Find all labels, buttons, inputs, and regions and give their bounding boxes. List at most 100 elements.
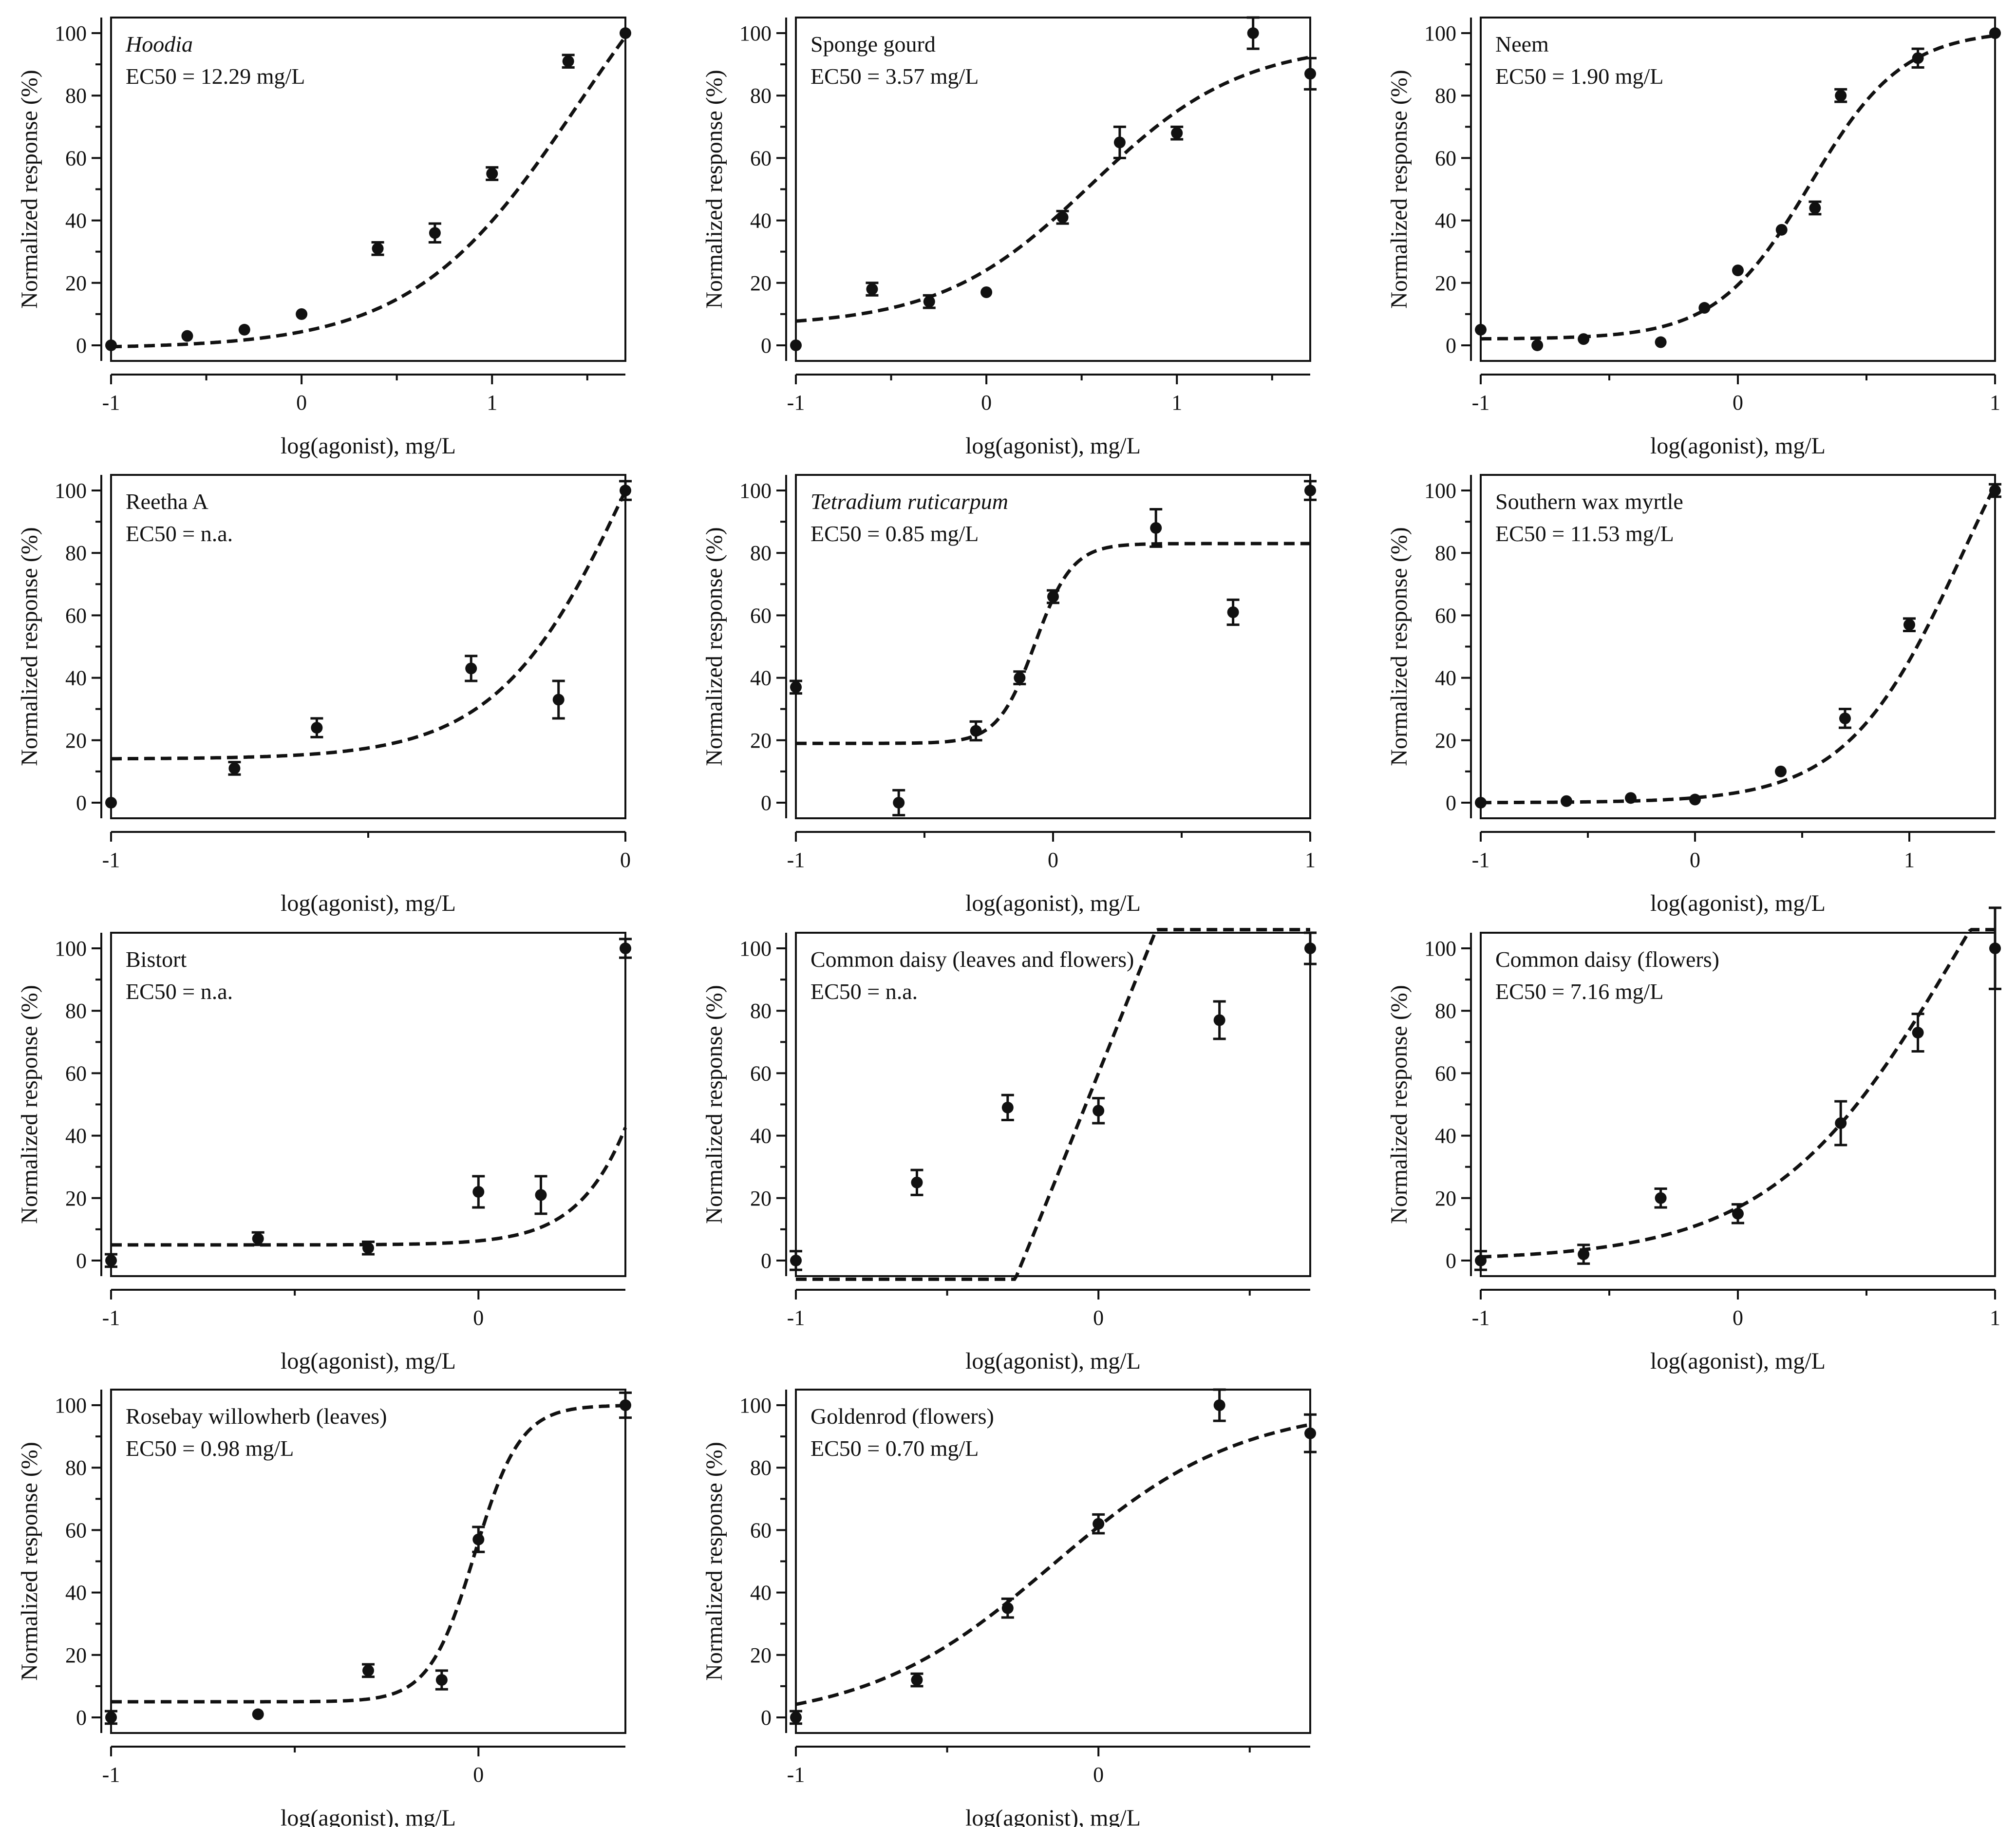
x-tick-label: 1 <box>487 391 497 414</box>
y-tick-label: 60 <box>750 146 772 170</box>
fit-curve <box>796 928 1310 1281</box>
data-point-6 <box>1839 712 1851 724</box>
y-tick-label: 80 <box>750 999 772 1023</box>
y-tick-label: 0 <box>761 1706 772 1730</box>
data-point-8 <box>562 55 574 67</box>
y-tick-label: 60 <box>1435 603 1456 627</box>
y-tick-label: 40 <box>1435 666 1456 690</box>
data-point-1 <box>790 1711 802 1723</box>
y-tick-label: 40 <box>750 209 772 233</box>
y-tick-label: 60 <box>750 1518 772 1542</box>
data-point-5 <box>1213 1014 1225 1026</box>
x-tick-label: -1 <box>102 1763 120 1787</box>
data-point-10 <box>1912 52 1924 64</box>
chart-title: Sponge gourd <box>810 32 936 57</box>
y-tick-label: 0 <box>761 1249 772 1273</box>
chart-title: Common daisy (flowers) <box>1495 947 1719 972</box>
ec50-annotation: EC50 = n.a. <box>126 521 233 546</box>
data-point-2 <box>228 762 241 774</box>
y-tick-label: 0 <box>76 1249 87 1273</box>
y-tick-label: 80 <box>1435 541 1456 565</box>
y-tick-label: 80 <box>65 999 87 1023</box>
y-tick-label: 100 <box>55 479 87 503</box>
data-point-4 <box>1093 1518 1105 1530</box>
data-point-3 <box>1001 1101 1014 1113</box>
plot-frame <box>110 932 626 1277</box>
data-point-7 <box>1989 942 2001 955</box>
chart-title: Tetradium ruticarpum <box>810 489 1008 514</box>
y-tick-label: 40 <box>750 666 772 690</box>
data-point-4 <box>1689 793 1701 806</box>
y-tick-label: 80 <box>1435 999 1456 1023</box>
y-axis-label: Normalized response (%) <box>1386 70 1412 308</box>
x-tick-label: -1 <box>102 848 120 872</box>
y-tick-label: 20 <box>1435 729 1456 753</box>
plot-frame <box>110 474 626 819</box>
x-tick-label: -1 <box>102 1306 120 1330</box>
y-tick-label: 40 <box>65 209 87 233</box>
x-tick-label: 0 <box>1048 848 1058 872</box>
data-point-4 <box>472 1186 485 1198</box>
data-point-7 <box>1775 224 1788 236</box>
y-axis-label: Normalized response (%) <box>1386 527 1412 766</box>
chart-panel-4: -1 0 0 20 40 60 80 100 log(agonist), mg/L Normali… <box>17 474 632 916</box>
y-tick-label: 80 <box>65 541 87 565</box>
data-point-9 <box>620 27 631 39</box>
data-point-1 <box>105 339 117 351</box>
data-point-4 <box>1093 1105 1105 1117</box>
data-point-2 <box>911 1176 923 1188</box>
y-tick-label: 0 <box>76 1706 87 1730</box>
data-point-7 <box>1171 127 1183 139</box>
x-tick-label: -1 <box>787 848 805 872</box>
data-point-3 <box>311 722 323 734</box>
data-point-5 <box>1698 302 1711 314</box>
ec50-annotation: EC50 = 0.70 mg/L <box>810 1436 979 1461</box>
x-tick-label: 0 <box>1690 848 1700 872</box>
y-tick-label: 100 <box>739 937 772 961</box>
data-point-6 <box>620 942 631 955</box>
y-tick-label: 80 <box>750 1456 772 1480</box>
data-point-3 <box>362 1242 374 1254</box>
chart-title: Bistort <box>126 947 187 972</box>
y-tick-label: 0 <box>761 791 772 815</box>
chart-panel-11: -1 0 0 20 40 60 80 100 log(agonist), mg/L Normali… <box>701 1388 1317 1827</box>
data-point-8 <box>1989 485 2001 497</box>
x-tick-label: 0 <box>1093 1763 1104 1787</box>
x-tick-label: 1 <box>1990 391 2000 414</box>
chart-title: Goldenrod (flowers) <box>810 1404 994 1429</box>
y-tick-label: 20 <box>65 1643 87 1667</box>
y-tick-label: 20 <box>750 1643 772 1667</box>
y-tick-label: 0 <box>76 791 87 815</box>
y-tick-label: 40 <box>1435 209 1456 233</box>
y-tick-label: 80 <box>750 84 772 108</box>
y-tick-label: 100 <box>1424 937 1456 961</box>
chart-panel-10: -1 0 0 20 40 60 80 100 log(agonist), mg/L Normali… <box>17 1389 632 1827</box>
y-axis-label: Normalized response (%) <box>701 985 727 1224</box>
x-tick-label: 1 <box>1990 1306 2000 1330</box>
y-tick-label: 20 <box>750 1187 772 1210</box>
data-point-8 <box>1304 485 1316 497</box>
y-tick-label: 60 <box>65 146 87 170</box>
y-tick-label: 60 <box>750 603 772 627</box>
data-point-4 <box>1732 1207 1744 1220</box>
y-tick-label: 40 <box>750 1581 772 1605</box>
y-tick-label: 80 <box>65 1456 87 1480</box>
y-axis-label: Normalized response (%) <box>17 70 42 308</box>
y-tick-label: 40 <box>750 1124 772 1148</box>
plot-frame <box>795 1389 1311 1734</box>
data-point-2 <box>1578 1248 1590 1261</box>
x-tick-label: 0 <box>296 391 307 414</box>
y-tick-label: 60 <box>1435 1061 1456 1085</box>
data-point-3 <box>362 1664 374 1676</box>
y-tick-label: 20 <box>750 271 772 295</box>
data-point-3 <box>1001 1602 1014 1614</box>
plot-frame <box>110 1389 626 1734</box>
y-tick-label: 100 <box>739 1394 772 1417</box>
y-tick-label: 60 <box>65 603 87 627</box>
x-tick-label: 1 <box>1305 848 1316 872</box>
y-axis-label: Normalized response (%) <box>701 70 727 308</box>
y-tick-label: 40 <box>65 666 87 690</box>
y-tick-label: 100 <box>739 21 772 45</box>
